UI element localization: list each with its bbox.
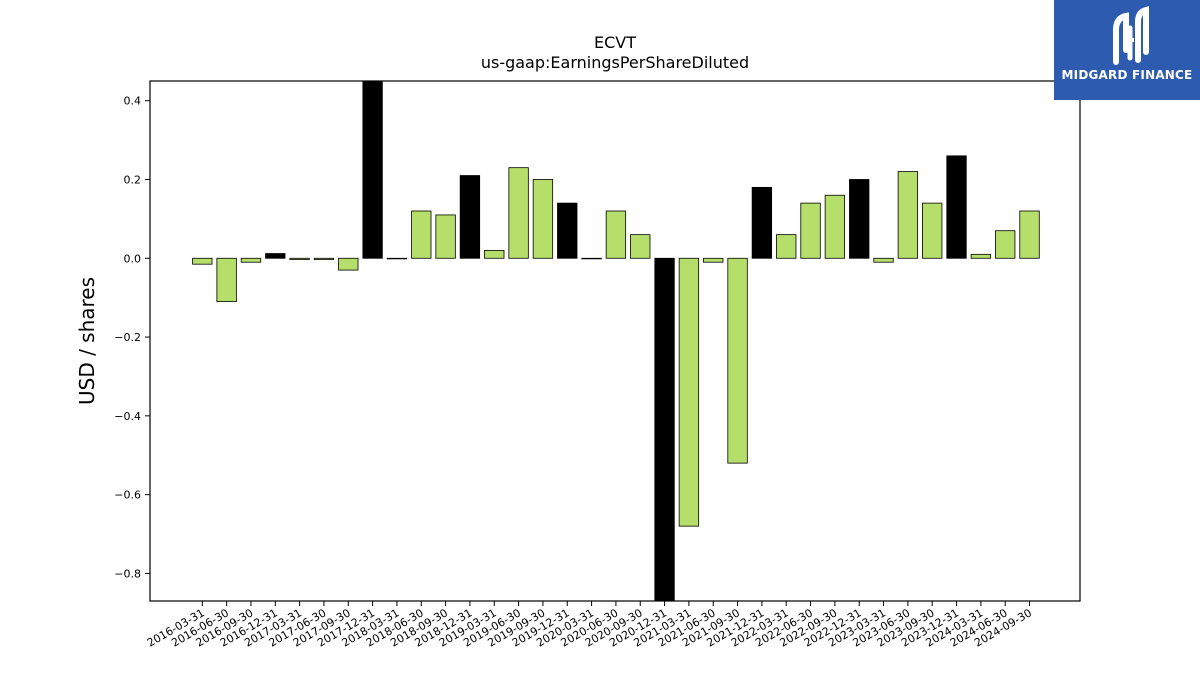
bar-2023-06-30 [897, 171, 919, 259]
y-axis: −0.8 −0.6 −0.4 −0.2 0.0 0.2 0.4 [114, 95, 150, 580]
bar-2019-12-31 [557, 202, 578, 259]
bar-2021-03-31 [678, 257, 700, 527]
bar-2016-03-31 [192, 257, 213, 265]
chart-title: ECVT [594, 33, 636, 52]
bar-2016-12-31 [265, 253, 286, 259]
bar-2018-06-30 [411, 210, 432, 259]
bar-2021-09-30 [727, 257, 748, 464]
bar-2020-12-31 [654, 257, 675, 602]
y-tick-label: −0.6 [114, 489, 141, 502]
chart-subtitle: us-gaap:EarningsPerShareDiluted [481, 53, 749, 72]
bar-2024-06-30 [995, 230, 1016, 259]
y-axis-label: USD / shares [75, 277, 99, 405]
bar-2021-12-31 [751, 186, 773, 259]
bars-group [192, 80, 1040, 602]
y-tick-label: −0.2 [114, 331, 141, 344]
bar-2020-09-30 [630, 234, 651, 259]
bar-2017-06-30 [313, 257, 335, 260]
bar-2023-03-31 [873, 257, 894, 263]
bar-2019-06-30 [508, 167, 529, 259]
bar-2019-09-30 [532, 179, 554, 259]
bar-2022-09-30 [824, 194, 846, 259]
bar-2016-09-30 [240, 257, 262, 263]
bar-2022-03-31 [776, 234, 797, 259]
bar-2019-03-31 [484, 249, 505, 259]
bar-2020-03-31 [581, 257, 602, 260]
y-tick-label: 0.0 [124, 252, 142, 265]
midgard-logo-icon [1113, 6, 1149, 65]
bar-2020-06-30 [605, 210, 627, 259]
bar-2022-12-31 [849, 179, 870, 259]
y-tick-label: 0.2 [124, 173, 142, 186]
bar-2018-09-30 [435, 214, 456, 259]
bar-2023-12-31 [946, 155, 967, 259]
midgard-finance-logo: MIDGARD FINANCE [1054, 0, 1200, 100]
bar-2018-03-31 [386, 257, 408, 260]
bar-2024-03-31 [970, 253, 992, 259]
bar-2017-03-31 [289, 257, 310, 260]
bar-2021-06-30 [703, 257, 724, 263]
y-tick-label: −0.8 [114, 567, 141, 580]
logo-text: MIDGARD FINANCE [1061, 68, 1193, 82]
bar-2017-09-30 [338, 257, 359, 271]
bar-2018-12-31 [459, 175, 481, 259]
bar-2022-06-30 [800, 202, 821, 259]
plot-frame [149, 80, 1081, 602]
x-axis: 2016-03-312016-06-302016-09-302016-12-31… [145, 601, 1034, 650]
bar-2023-09-30 [922, 202, 943, 259]
y-tick-label: −0.4 [114, 410, 141, 423]
bar-2017-12-31 [362, 80, 383, 259]
bar-2016-06-30 [216, 257, 237, 303]
bar-2024-09-30 [1019, 210, 1040, 259]
y-tick-label: 0.4 [124, 95, 142, 108]
